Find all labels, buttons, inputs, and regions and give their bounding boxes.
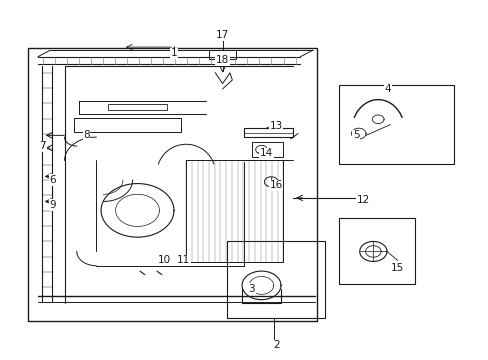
- Text: 9: 9: [49, 200, 56, 210]
- Text: 11: 11: [177, 255, 190, 265]
- Text: 16: 16: [269, 180, 282, 190]
- Bar: [339, 85, 453, 164]
- Text: 2: 2: [272, 340, 279, 350]
- Bar: [339, 217, 414, 284]
- Bar: [74, 118, 181, 132]
- Text: 18: 18: [216, 55, 229, 65]
- Bar: [28, 48, 317, 321]
- Text: 5: 5: [352, 130, 359, 140]
- Text: 8: 8: [83, 130, 90, 140]
- Bar: [244, 128, 292, 137]
- Text: 12: 12: [356, 195, 369, 204]
- Text: 15: 15: [390, 262, 404, 273]
- Text: 6: 6: [49, 175, 56, 185]
- Text: 17: 17: [216, 30, 229, 40]
- Bar: [209, 50, 236, 59]
- Bar: [251, 143, 283, 157]
- Text: 10: 10: [158, 255, 170, 265]
- Text: 1: 1: [170, 48, 177, 58]
- Text: 4: 4: [384, 84, 390, 94]
- Bar: [227, 241, 324, 318]
- Text: 7: 7: [40, 141, 46, 151]
- Text: 14: 14: [259, 148, 272, 158]
- Text: 3: 3: [248, 284, 255, 294]
- Bar: [108, 104, 166, 111]
- Text: 13: 13: [269, 121, 282, 131]
